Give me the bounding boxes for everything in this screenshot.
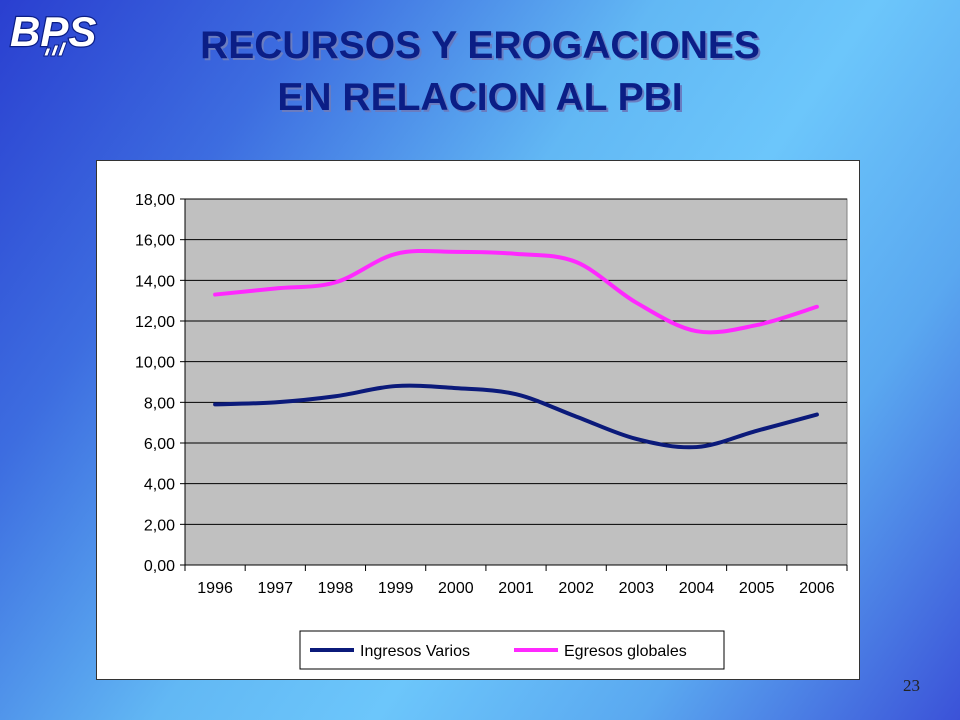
- x-tick-label: 2003: [619, 580, 655, 597]
- title-line-2: EN RELACION AL PBI: [277, 76, 683, 119]
- legend-label-1: Ingresos Varios: [360, 643, 470, 660]
- plot-area: [184, 198, 848, 566]
- x-tick-label: 1997: [257, 580, 293, 597]
- title-line-1: RECURSOS Y EROGACIONES: [200, 24, 760, 67]
- x-tick-label: 1998: [318, 580, 354, 597]
- x-tick-label: 2005: [739, 580, 775, 597]
- x-tick-label: 2001: [498, 580, 534, 597]
- page-title: RECURSOS Y EROGACIONES EN RELACION AL PB…: [0, 20, 960, 124]
- x-tick-label: 2000: [438, 580, 474, 597]
- y-tick-label: 8,00: [144, 395, 175, 412]
- y-tick-label: 6,00: [144, 436, 175, 453]
- legend-label-2: Egresos globales: [564, 643, 687, 660]
- bps-logo-icon: BPS: [9, 7, 98, 57]
- x-tick-label: 2002: [558, 580, 594, 597]
- y-tick-label: 0,00: [144, 558, 175, 575]
- chart-frame: 0,00 2,00 4,00 6,00 8,00 10,00 12,00 14,00 16,00…: [96, 160, 860, 680]
- x-tick-label: 2004: [679, 580, 715, 597]
- logo-text: BPS: [10, 8, 96, 55]
- line-chart: 0,00 2,00 4,00 6,00 8,00 10,00 12,00 14,00 16,00…: [135, 192, 848, 670]
- page-number: 23: [903, 676, 920, 695]
- x-tick-label: 2006: [799, 580, 835, 597]
- y-tick-label: 14,00: [135, 273, 175, 290]
- y-tick-label: 18,00: [135, 192, 175, 209]
- y-tick-label: 10,00: [135, 355, 175, 372]
- y-tick-label: 2,00: [144, 517, 175, 534]
- legend-box: [299, 630, 725, 670]
- x-tick-label: 1996: [197, 580, 233, 597]
- y-tick-label: 16,00: [135, 233, 175, 250]
- x-tick-label: 1999: [378, 580, 414, 597]
- y-tick-label: 12,00: [135, 314, 175, 331]
- y-tick-label: 4,00: [144, 477, 175, 494]
